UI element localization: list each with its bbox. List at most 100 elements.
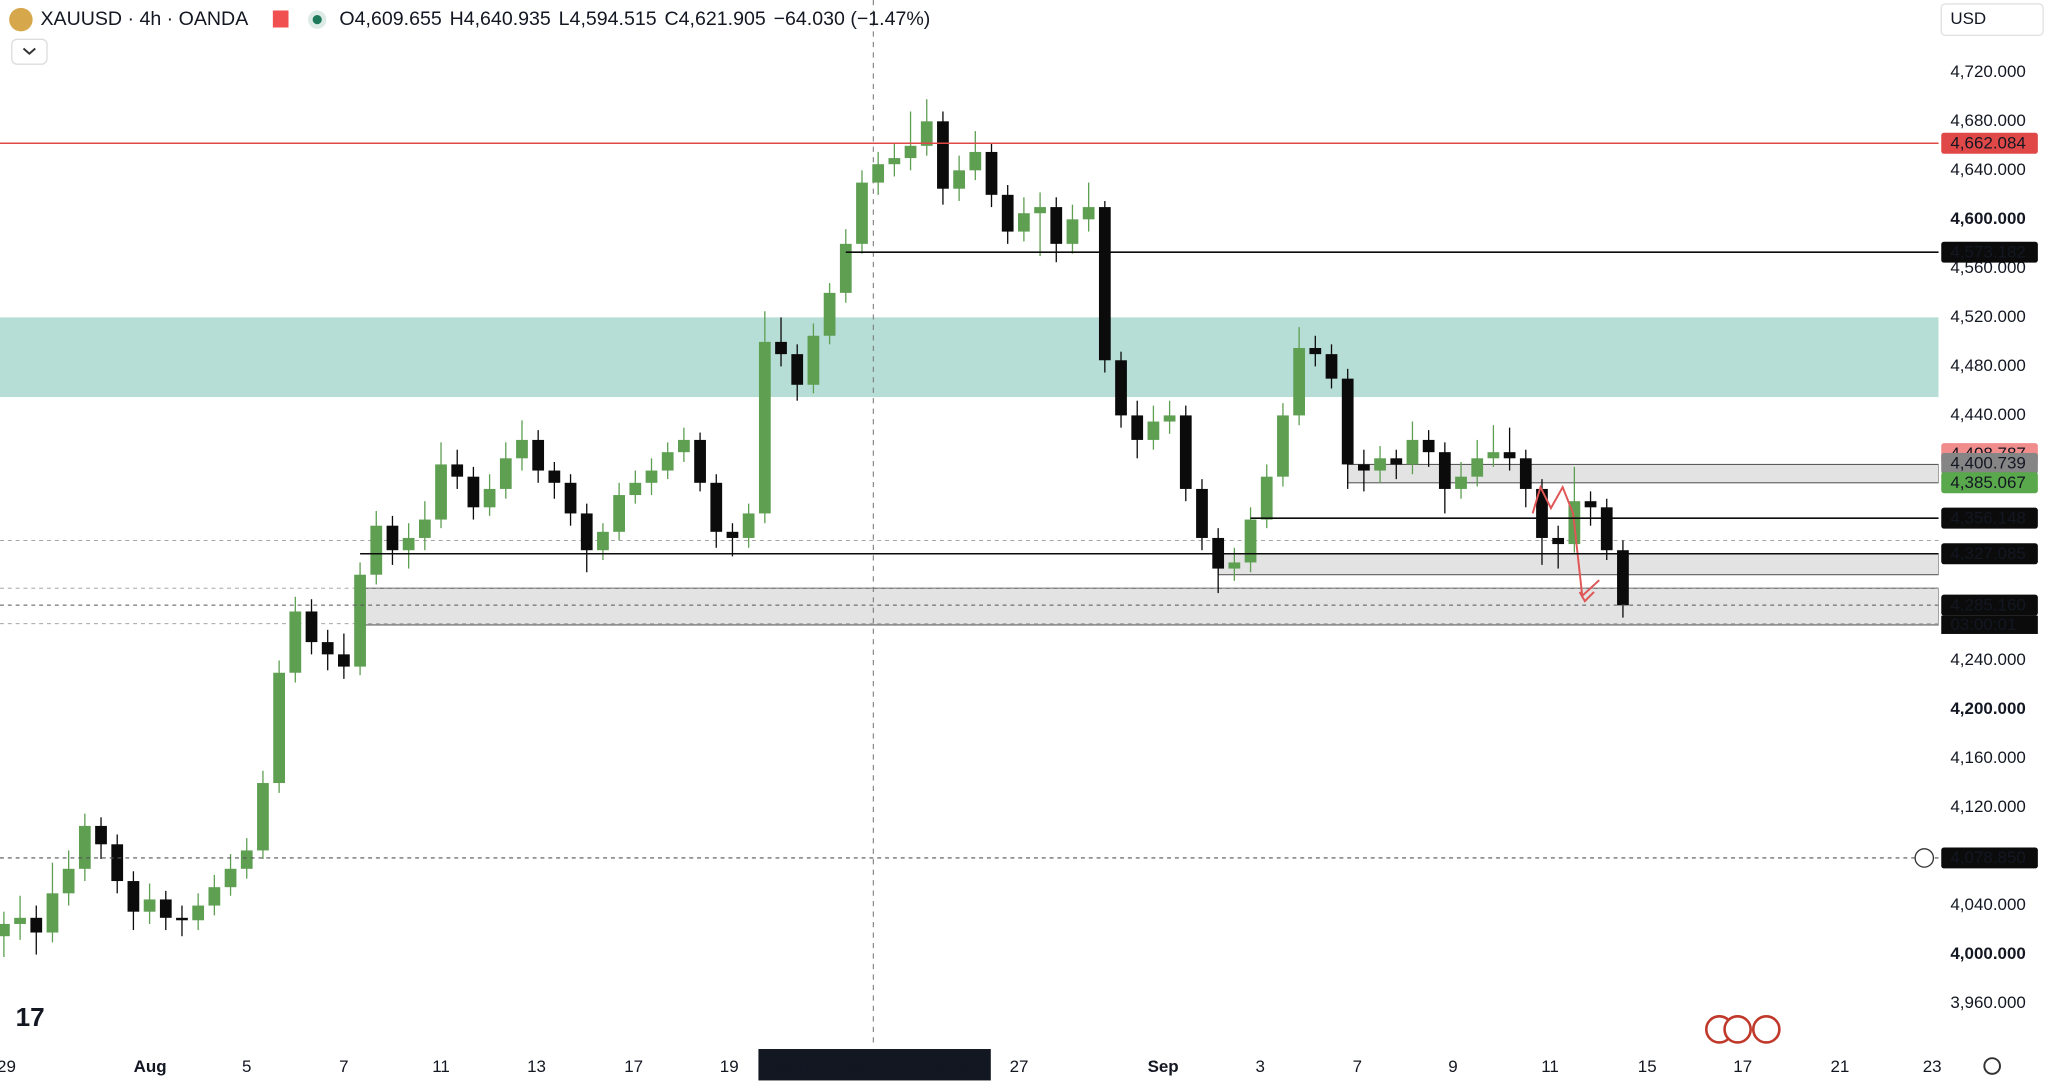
candle-body	[257, 783, 269, 851]
candle-body	[710, 482, 723, 532]
y-tick-label: 4,720.000	[1950, 62, 2025, 81]
candle-body	[807, 335, 820, 385]
candle-body	[969, 151, 982, 171]
level-label-box	[1941, 472, 2038, 494]
chevron	[22, 47, 36, 56]
candle-body	[192, 905, 205, 921]
level-label-box	[1941, 241, 2038, 263]
candle-body	[758, 341, 771, 514]
x-tick-label: 7	[1353, 1057, 1362, 1076]
event-icon[interactable]	[1723, 1014, 1752, 1044]
candle-body	[629, 482, 642, 496]
level-label: 4,400.739	[1950, 454, 2025, 473]
y-tick-label: 4,000.000	[1950, 944, 2025, 963]
candle-body	[1617, 550, 1629, 606]
candle-body	[1131, 415, 1144, 440]
candle-body	[240, 850, 253, 869]
candle-body	[1066, 219, 1079, 244]
candle-body	[1438, 452, 1451, 489]
candle-body	[1179, 415, 1192, 489]
y-tick-label: 4,640.000	[1950, 160, 2025, 179]
level-label: 4,285.160	[1950, 595, 2025, 614]
currency-button[interactable]	[1940, 3, 2044, 37]
candle-body	[1050, 207, 1063, 244]
candle-body	[775, 341, 787, 355]
candle-body	[920, 121, 933, 146]
y-tick-label: 4,120.000	[1950, 797, 2025, 816]
candle-body	[289, 611, 302, 673]
candle-body	[1341, 378, 1354, 465]
candle-body	[532, 439, 545, 471]
time-axis: 29 Aug 5 7 11 13 17 19 27 Sep 3 7 9 11 15 17 21 23 Mon 24 …	[0, 1049, 1942, 1081]
candle-body	[1455, 476, 1467, 489]
status-dot	[312, 15, 322, 25]
candle-body	[338, 654, 350, 667]
ohlc-value: O4,609.655	[339, 8, 441, 30]
candle-body	[176, 917, 188, 921]
candle-body	[661, 452, 674, 471]
collapse-button[interactable]	[11, 38, 48, 65]
countdown-box	[1941, 615, 2038, 634]
level-label-box	[1941, 453, 2038, 474]
candle-body	[62, 868, 75, 894]
zone	[0, 317, 1939, 398]
level-label-box	[1941, 594, 2038, 616]
candle-body	[0, 923, 10, 937]
candle-body	[953, 170, 965, 189]
currency: USD	[1950, 9, 1986, 28]
settings-icon[interactable]	[1983, 1057, 2001, 1075]
candle-body	[1260, 476, 1273, 520]
background-layer	[0, 0, 1940, 1048]
zone	[1347, 463, 1940, 484]
ohlc-value: L4,594.515	[559, 8, 657, 30]
candle-body	[143, 899, 156, 912]
candle-body	[224, 868, 237, 888]
candle-body	[1536, 488, 1548, 538]
candle-body	[694, 439, 706, 483]
candle-body	[516, 439, 528, 459]
x-tick-label: 9	[1448, 1057, 1457, 1076]
x-tick-label: 13	[527, 1057, 546, 1076]
candle-body	[467, 476, 480, 508]
price-axis: 4,720.0004,680.0004,640.0004,600.0004,56…	[1941, 62, 2038, 1012]
candle-body	[451, 464, 464, 477]
symbol-icon	[9, 7, 33, 32]
level-label: 4,078.850	[1950, 848, 2025, 867]
candle-body	[1487, 452, 1500, 459]
y-tick-label: 4,040.000	[1950, 895, 2025, 914]
candle-body	[1552, 537, 1565, 545]
candle-body	[564, 482, 577, 514]
y-tick-label: 4,240.000	[1950, 650, 2025, 669]
candle-body	[1034, 207, 1046, 214]
candle-body	[937, 121, 949, 189]
candle-body	[791, 354, 804, 385]
crosshair-time: Mon 24 Aug '26 02:00 AM	[775, 1056, 973, 1075]
event-icon[interactable]	[1751, 1014, 1781, 1044]
candle-body	[1277, 415, 1289, 477]
candle-body	[78, 825, 91, 869]
x-tick-label: 7	[339, 1057, 348, 1076]
x-tick-label: Sep	[1148, 1057, 1179, 1076]
level-label: 4,573.182	[1950, 242, 2025, 261]
ohlc-values: O4,609.655 H4,640.935 L4,594.515 C4,621.905…	[339, 8, 930, 30]
candle-body	[904, 145, 917, 159]
crosshair-plus	[1914, 848, 1935, 868]
flag-icon[interactable]	[272, 10, 289, 28]
y-tick-label: 4,600.000	[1950, 209, 2025, 228]
x-tick-label: 5	[242, 1057, 251, 1076]
candle-body	[1082, 207, 1095, 220]
candle-body	[839, 243, 852, 293]
x-tick-label: 23	[1923, 1057, 1942, 1076]
arrow-head	[1578, 591, 1595, 603]
candle-body	[1358, 464, 1370, 471]
candle-body	[499, 458, 512, 489]
candle-body	[1115, 360, 1127, 416]
candle-body	[597, 531, 609, 551]
candle-body	[1147, 421, 1160, 440]
x-tick-label: 21	[1830, 1057, 1849, 1076]
candle-body	[1406, 439, 1419, 465]
candle-body	[1325, 354, 1338, 379]
level-label: 4,385.067	[1950, 473, 2025, 492]
x-tick-label: 19	[720, 1057, 739, 1076]
